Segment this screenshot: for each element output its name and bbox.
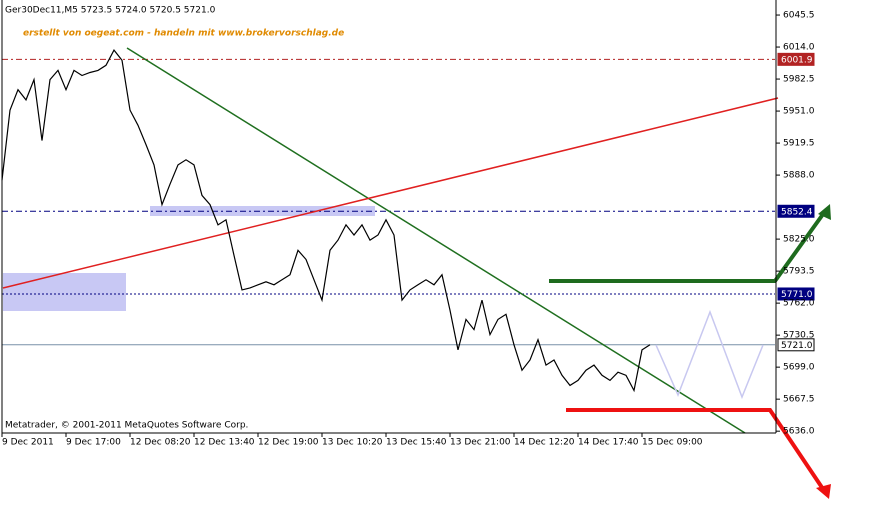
arrow-head bbox=[818, 204, 831, 220]
x-tick-label: 9 Dec 2011 bbox=[2, 438, 54, 448]
x-tick-label: 13 Dec 15:40 bbox=[386, 438, 447, 448]
price-label: 5771.0 bbox=[781, 290, 813, 300]
y-tick-label: 5982.5 bbox=[783, 75, 815, 85]
plot bbox=[1, 49, 651, 393]
x-tick-label: 12 Dec 08:20 bbox=[130, 438, 191, 448]
x-tick-label: 13 Dec 21:00 bbox=[450, 438, 511, 448]
copyright: Metatrader, © 2001-2011 MetaQuotes Softw… bbox=[5, 421, 248, 431]
x-tick-label: 9 Dec 17:00 bbox=[66, 438, 121, 448]
trend-line bbox=[2, 97, 779, 289]
y-tick-label: 5636.0 bbox=[783, 427, 815, 437]
y-tick-label: 5730.5 bbox=[783, 331, 815, 341]
y-tick-label: 6045.5 bbox=[783, 11, 815, 21]
price-label: 5852.4 bbox=[781, 207, 813, 217]
projection bbox=[655, 309, 764, 400]
target-arrow bbox=[549, 208, 828, 283]
price-line bbox=[1, 49, 651, 393]
trend-line bbox=[126, 47, 746, 434]
chart-header: Ger30Dec11,M5 5723.5 5724.0 5720.5 5721.… bbox=[5, 6, 216, 16]
price-label-box bbox=[777, 287, 815, 301]
price-label-box bbox=[777, 52, 815, 66]
price-label: 6001.9 bbox=[781, 55, 813, 65]
x-tick-label: 13 Dec 10:20 bbox=[322, 438, 383, 448]
zone bbox=[150, 206, 375, 216]
x-tick-label: 14 Dec 17:40 bbox=[578, 438, 639, 448]
target-arrow bbox=[566, 408, 827, 494]
zone bbox=[3, 273, 126, 311]
y-tick-label: 6014.0 bbox=[783, 43, 815, 53]
price-label: 5721.0 bbox=[781, 341, 813, 351]
price-label-box bbox=[777, 338, 815, 352]
y-tick-label: 5825.0 bbox=[783, 235, 815, 245]
price-label-box bbox=[777, 204, 815, 218]
arrow-head bbox=[816, 484, 831, 499]
x-tick-label: 12 Dec 13:40 bbox=[194, 438, 255, 448]
y-tick-label: 5888.0 bbox=[783, 171, 815, 181]
y-tick-label: 5762.0 bbox=[783, 299, 815, 309]
watermark: erstellt von oegeat.com - handeln mit ww… bbox=[23, 29, 344, 39]
y-tick-label: 5793.5 bbox=[783, 267, 815, 277]
y-tick-label: 5951.0 bbox=[783, 107, 815, 117]
levels: 6001.9 5852.4 5771.0 5721.0 bbox=[2, 52, 815, 352]
y-tick-label: 5919.5 bbox=[783, 139, 815, 149]
x-tick-label: 15 Dec 09:00 bbox=[642, 438, 703, 448]
y-tick-label: 5667.5 bbox=[783, 395, 815, 405]
x-tick-label: 12 Dec 19:00 bbox=[258, 438, 319, 448]
y-tick-label: 5699.0 bbox=[783, 363, 815, 373]
x-tick-label: 14 Dec 12:20 bbox=[514, 438, 575, 448]
